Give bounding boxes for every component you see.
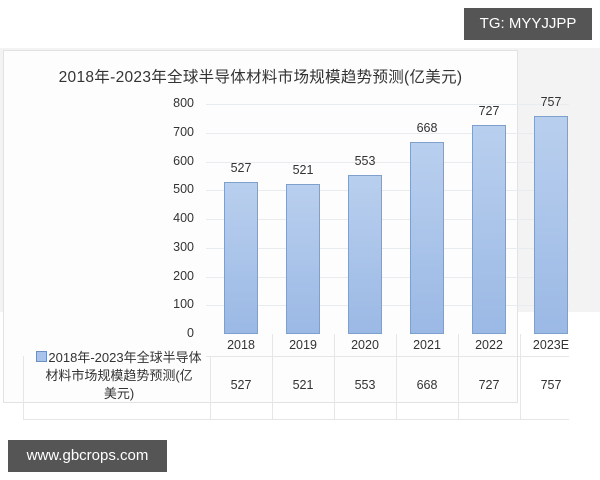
x-tick-label: 2020: [351, 338, 379, 352]
table-divider: [458, 334, 459, 419]
bar-2020: [348, 175, 382, 334]
table-rule: [206, 356, 569, 357]
x-tick-label: 2021: [413, 338, 441, 352]
gridline: [206, 132, 569, 134]
gridline: [206, 276, 569, 278]
table-divider: [272, 334, 273, 419]
table-divider: [210, 356, 211, 419]
x-tick-label: 2023E: [532, 338, 570, 352]
bar-2019: [286, 184, 320, 334]
site-watermark: www.gbcrops.com: [8, 440, 167, 472]
y-tick-label: 200: [173, 268, 194, 283]
table-cell-value: 553: [354, 378, 376, 392]
gridline: [206, 190, 569, 192]
data-label: 668: [416, 120, 438, 135]
gridline: [206, 219, 569, 220]
table-cell-value: 757: [540, 378, 562, 392]
table-cell-value: 521: [292, 378, 314, 392]
chart-title: 2018年-2023年全球半导体材料市场规模趋势预测(亿美元): [58, 69, 463, 86]
bar-2022: [472, 124, 506, 334]
table-divider: [396, 334, 397, 419]
legend-line-3: 美元): [103, 386, 135, 401]
y-tick-label: 700: [173, 124, 194, 139]
data-label: 553: [354, 154, 376, 168]
bar-2018: [224, 182, 258, 334]
gridline: [206, 247, 569, 249]
x-tick-label: 2019: [289, 338, 317, 352]
table-cell-value: 668: [416, 378, 438, 392]
table-cell-value: 727: [478, 378, 500, 392]
y-tick-label: 0: [187, 326, 194, 340]
x-tick-label: 2018: [227, 338, 255, 352]
y-tick-label: 800: [173, 96, 194, 110]
bar-2023E: [534, 116, 568, 334]
y-tick-label: 400: [173, 211, 194, 225]
data-label: 527: [230, 161, 252, 176]
gridline: [206, 305, 569, 307]
table-cell-value: 527: [230, 378, 252, 392]
chart-container: 2018年-2023年全球半导体材料市场规模趋势预测(亿美元) 2018年-20…: [3, 50, 569, 420]
legend-line-2: 材料市场规模趋势预测(亿: [45, 368, 193, 383]
y-tick-label: 300: [173, 239, 194, 254]
legend-swatch-icon: [36, 351, 48, 362]
bar-2021: [410, 141, 444, 334]
gridline: [206, 104, 569, 105]
y-tick-label: 100: [173, 297, 194, 312]
table-divider: [23, 356, 24, 419]
table-divider: [334, 334, 335, 419]
tg-watermark: TG: MYYJJPP: [464, 8, 592, 40]
data-label: 757: [540, 95, 562, 110]
table-divider: [520, 334, 521, 419]
data-label: 727: [478, 103, 500, 118]
gridline: [206, 161, 569, 163]
y-tick-label: 500: [173, 182, 194, 197]
legend-entry: 2018年-2023年全球半导体 材料市场规模趋势预测(亿 美元): [24, 349, 214, 403]
y-tick-label: 600: [173, 153, 194, 168]
legend-line-1: 2018年-2023年全球半导体: [24, 349, 214, 367]
data-label: 521: [292, 163, 314, 178]
table-rule: [23, 419, 569, 420]
x-tick-label: 2022: [475, 338, 503, 352]
